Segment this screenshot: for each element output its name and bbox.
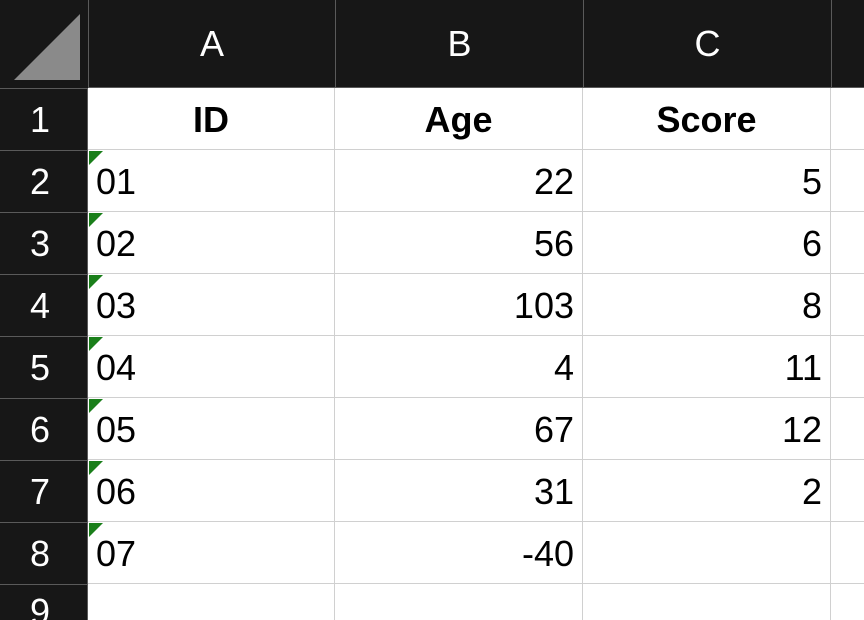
cell-c9[interactable] bbox=[583, 584, 831, 620]
cell-a4[interactable]: 03 bbox=[88, 274, 335, 336]
cell-c1[interactable]: Score bbox=[583, 88, 831, 150]
cell-a6-value: 05 bbox=[96, 409, 137, 450]
cell-a5-value: 04 bbox=[96, 347, 137, 388]
row-header-4[interactable]: 4 bbox=[0, 274, 88, 336]
number-as-text-flag-icon[interactable] bbox=[89, 337, 103, 351]
column-header-d-partial[interactable] bbox=[831, 0, 864, 88]
number-as-text-flag-icon[interactable] bbox=[89, 275, 103, 289]
cell-d3[interactable] bbox=[831, 212, 864, 274]
select-all-button[interactable] bbox=[0, 0, 88, 88]
cell-b3[interactable]: 56 bbox=[335, 212, 583, 274]
cell-b8[interactable]: -40 bbox=[335, 522, 583, 584]
cell-c4[interactable]: 8 bbox=[583, 274, 831, 336]
cell-a9[interactable] bbox=[88, 584, 335, 620]
cell-a6[interactable]: 05 bbox=[88, 398, 335, 460]
number-as-text-flag-icon[interactable] bbox=[89, 523, 103, 537]
cell-d2[interactable] bbox=[831, 150, 864, 212]
cell-a4-value: 03 bbox=[96, 285, 137, 326]
cell-b5[interactable]: 4 bbox=[335, 336, 583, 398]
cell-a1[interactable]: ID bbox=[88, 88, 335, 150]
cell-c5[interactable]: 11 bbox=[583, 336, 831, 398]
cell-a3-value: 02 bbox=[96, 223, 137, 264]
cell-a8[interactable]: 07 bbox=[88, 522, 335, 584]
row-header-3[interactable]: 3 bbox=[0, 212, 88, 274]
cell-d6[interactable] bbox=[831, 398, 864, 460]
cell-d1[interactable] bbox=[831, 88, 864, 150]
cell-b2[interactable]: 22 bbox=[335, 150, 583, 212]
row-header-7[interactable]: 7 bbox=[0, 460, 88, 522]
cell-d9[interactable] bbox=[831, 584, 864, 620]
cell-c3[interactable]: 6 bbox=[583, 212, 831, 274]
cell-c8[interactable] bbox=[583, 522, 831, 584]
row-header-1[interactable]: 1 bbox=[0, 88, 88, 150]
row-header-5[interactable]: 5 bbox=[0, 336, 88, 398]
cell-a2-value: 01 bbox=[96, 161, 137, 202]
cell-a5[interactable]: 04 bbox=[88, 336, 335, 398]
cell-d5[interactable] bbox=[831, 336, 864, 398]
number-as-text-flag-icon[interactable] bbox=[89, 151, 103, 165]
cell-c6[interactable]: 12 bbox=[583, 398, 831, 460]
row-header-9[interactable]: 9 bbox=[0, 584, 88, 620]
select-all-triangle-icon bbox=[14, 14, 80, 80]
column-header-a[interactable]: A bbox=[88, 0, 335, 88]
cell-a7[interactable]: 06 bbox=[88, 460, 335, 522]
number-as-text-flag-icon[interactable] bbox=[89, 399, 103, 413]
cell-a8-value: 07 bbox=[96, 533, 137, 574]
column-header-c[interactable]: C bbox=[583, 0, 831, 88]
column-header-b[interactable]: B bbox=[335, 0, 583, 88]
row-header-8[interactable]: 8 bbox=[0, 522, 88, 584]
row-header-6[interactable]: 6 bbox=[0, 398, 88, 460]
cell-a2[interactable]: 01 bbox=[88, 150, 335, 212]
row-header-2[interactable]: 2 bbox=[0, 150, 88, 212]
cell-a7-value: 06 bbox=[96, 471, 137, 512]
cell-b7[interactable]: 31 bbox=[335, 460, 583, 522]
number-as-text-flag-icon[interactable] bbox=[89, 213, 103, 227]
cell-c2[interactable]: 5 bbox=[583, 150, 831, 212]
cell-b1[interactable]: Age bbox=[335, 88, 583, 150]
cell-c7[interactable]: 2 bbox=[583, 460, 831, 522]
number-as-text-flag-icon[interactable] bbox=[89, 461, 103, 475]
cell-a3[interactable]: 02 bbox=[88, 212, 335, 274]
cell-d8[interactable] bbox=[831, 522, 864, 584]
cell-b6[interactable]: 67 bbox=[335, 398, 583, 460]
cell-b9[interactable] bbox=[335, 584, 583, 620]
cell-d7[interactable] bbox=[831, 460, 864, 522]
cell-b4[interactable]: 103 bbox=[335, 274, 583, 336]
cell-d4[interactable] bbox=[831, 274, 864, 336]
